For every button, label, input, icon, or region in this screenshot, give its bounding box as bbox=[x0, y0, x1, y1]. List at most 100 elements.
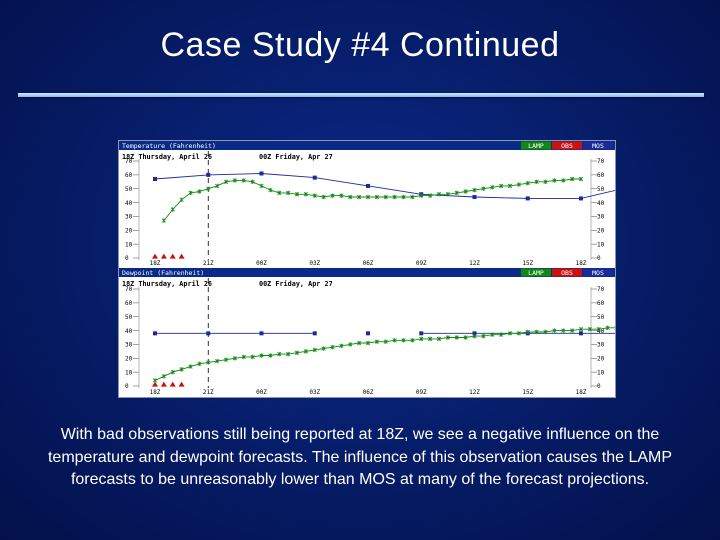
y-tick-label-left: 0 bbox=[125, 255, 129, 262]
lamp-point bbox=[179, 197, 184, 202]
x-tick-label: 21Z bbox=[203, 260, 214, 267]
x-tick-label: 15Z bbox=[522, 389, 533, 396]
y-tick-label-right: 20 bbox=[597, 227, 605, 234]
x-tick-label: 18Z bbox=[576, 389, 587, 396]
mos-point bbox=[259, 171, 264, 176]
y-tick-label-right: 70 bbox=[597, 286, 605, 293]
lamp-point bbox=[250, 354, 255, 360]
lamp-point bbox=[250, 179, 255, 184]
lamp-point bbox=[330, 193, 335, 198]
lamp-point bbox=[259, 183, 264, 189]
mos-point bbox=[153, 177, 157, 182]
lamp-point bbox=[419, 193, 424, 198]
y-tick-label-right: 10 bbox=[597, 369, 605, 376]
y-tick-label-right: 60 bbox=[597, 172, 605, 179]
lamp-point bbox=[348, 342, 353, 347]
lamp-point bbox=[241, 178, 246, 183]
mos-point bbox=[206, 172, 211, 177]
mos-point bbox=[366, 183, 370, 188]
lamp-point bbox=[570, 328, 575, 333]
lamp-point bbox=[472, 187, 477, 193]
lamp-point bbox=[277, 190, 282, 196]
lamp-point bbox=[188, 190, 193, 196]
legend-obs-box bbox=[552, 141, 582, 150]
lamp-point bbox=[383, 339, 388, 344]
chart-header-bar bbox=[119, 268, 615, 277]
y-tick-label-right: 10 bbox=[597, 241, 605, 248]
lamp-point bbox=[223, 179, 229, 184]
lamp-point bbox=[188, 364, 193, 369]
lamp-point bbox=[312, 347, 317, 353]
y-tick-label-left: 60 bbox=[125, 300, 133, 307]
x-tick-label: 15Z bbox=[522, 260, 533, 267]
lamp-point bbox=[578, 176, 584, 182]
mos-point bbox=[525, 196, 530, 201]
lamp-point bbox=[197, 361, 202, 367]
lamp-point bbox=[587, 326, 592, 332]
lamp-point bbox=[436, 192, 442, 197]
lamp-point bbox=[259, 353, 264, 358]
lamp-series-line bbox=[163, 178, 581, 221]
y-tick-label-left: 10 bbox=[125, 241, 133, 248]
lamp-point bbox=[232, 356, 237, 361]
x-tick-label: 03Z bbox=[309, 260, 320, 267]
legend-mos-label: MOS bbox=[592, 142, 604, 150]
lamp-point bbox=[552, 328, 557, 333]
lamp-point bbox=[294, 350, 300, 355]
lamp-point bbox=[419, 336, 424, 342]
y-tick-label-left: 70 bbox=[125, 158, 133, 165]
legend-mos-label: MOS bbox=[592, 269, 604, 277]
chart-header-bar bbox=[119, 141, 615, 150]
lamp-point bbox=[481, 186, 486, 191]
lamp-point bbox=[490, 332, 495, 337]
y-tick-label-left: 70 bbox=[125, 286, 133, 293]
x-tick-label: 12Z bbox=[469, 260, 480, 267]
legend-lamp-box bbox=[521, 268, 551, 277]
lamp-point bbox=[268, 187, 273, 193]
lamp-point bbox=[454, 190, 459, 196]
forecast-charts: Temperature (Fahrenheit) LAMP OBS MOS 18Z Th… bbox=[119, 141, 615, 396]
mos-point bbox=[472, 195, 477, 200]
lamp-point bbox=[552, 178, 557, 183]
mos-point bbox=[259, 331, 264, 336]
lamp-point bbox=[490, 185, 495, 190]
x-tick-label: 03Z bbox=[309, 389, 320, 396]
lamp-point bbox=[596, 326, 601, 332]
lamp-point bbox=[223, 357, 229, 362]
lamp-point bbox=[339, 343, 344, 349]
lamp-point bbox=[357, 194, 362, 200]
lamp-point bbox=[277, 351, 282, 357]
lamp-point bbox=[525, 180, 530, 186]
y-tick-label-right: 40 bbox=[597, 328, 605, 335]
lamp-point bbox=[401, 194, 406, 200]
y-tick-label-left: 50 bbox=[125, 314, 133, 321]
y-tick-label-left: 30 bbox=[125, 214, 133, 221]
x-tick-label: 09Z bbox=[416, 389, 427, 396]
lamp-point bbox=[312, 193, 317, 198]
legend-lamp-label: LAMP bbox=[528, 142, 544, 150]
legend-mos-box bbox=[583, 268, 613, 277]
y-tick-label-right: 30 bbox=[597, 214, 605, 221]
obs-point bbox=[169, 253, 176, 259]
lamp-point bbox=[561, 328, 566, 333]
lamp-point bbox=[410, 194, 415, 200]
lamp-point bbox=[303, 349, 308, 354]
y-tick-label-right: 50 bbox=[597, 314, 605, 321]
y-tick-label-right: 0 bbox=[597, 383, 601, 390]
chart-left-date: 18Z Thursday, April 26 bbox=[122, 153, 212, 161]
y-tick-label-left: 10 bbox=[125, 369, 133, 376]
legend-obs-label: OBS bbox=[561, 142, 573, 150]
obs-point bbox=[160, 381, 167, 387]
y-tick-label-left: 20 bbox=[125, 227, 133, 234]
lamp-point bbox=[463, 335, 468, 340]
obs-point bbox=[152, 381, 158, 387]
y-tick-label-right: 30 bbox=[597, 342, 605, 349]
lamp-point bbox=[463, 189, 468, 194]
lamp-point bbox=[365, 194, 371, 200]
lamp-point bbox=[525, 329, 530, 335]
y-tick-label-left: 40 bbox=[125, 328, 133, 335]
mos-point bbox=[312, 331, 317, 336]
lamp-point bbox=[445, 335, 450, 340]
lamp-point bbox=[534, 179, 539, 184]
forecast-chart-panel: Temperature (Fahrenheit) LAMP OBS MOS 18Z Th… bbox=[118, 140, 616, 398]
